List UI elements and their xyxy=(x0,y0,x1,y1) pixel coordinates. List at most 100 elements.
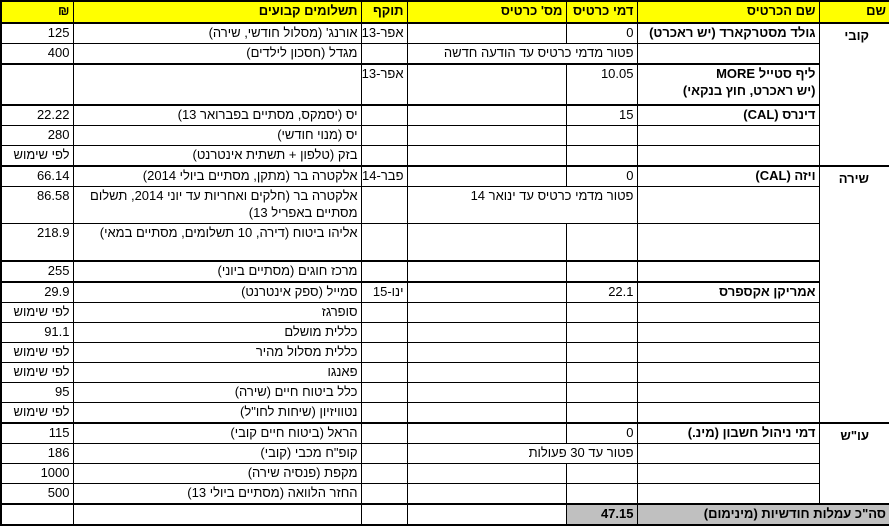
card-fee[interactable] xyxy=(565,302,638,323)
payment[interactable]: קופ"ח מכבי (קובי) xyxy=(72,443,362,464)
amount[interactable]: לפי שימוש xyxy=(0,402,74,424)
amount[interactable]: 95 xyxy=(0,382,74,403)
card-number[interactable] xyxy=(406,104,567,126)
card-fee[interactable] xyxy=(565,483,638,505)
card-number[interactable] xyxy=(406,342,567,363)
card-number[interactable] xyxy=(406,223,567,262)
amount[interactable]: לפי שימוש xyxy=(0,362,74,383)
expiry[interactable] xyxy=(360,402,408,424)
payment[interactable]: סמייל (ספק אינטרנט) xyxy=(72,281,362,303)
header-payments[interactable]: תשלומים קבועים xyxy=(72,0,362,24)
expiry[interactable] xyxy=(360,186,408,224)
card-fee[interactable] xyxy=(565,402,638,424)
amount[interactable]: 29.9 xyxy=(0,281,74,303)
card-note[interactable]: פטור עד 30 פעולות xyxy=(406,443,638,464)
payment[interactable]: מרכז חוגים (מסתיים ביוני) xyxy=(72,260,362,283)
amount[interactable]: 186 xyxy=(0,443,74,464)
header-amount[interactable]: ₪ xyxy=(0,0,74,24)
payment[interactable]: נטוויזיון (שיחות לחו"ל) xyxy=(72,402,362,424)
expiry[interactable]: אפר-13 xyxy=(360,22,408,44)
card-number[interactable] xyxy=(406,281,567,303)
expiry[interactable] xyxy=(360,322,408,343)
card-note[interactable]: פטור מדמי כרטיס עד הודעה חדשה xyxy=(406,43,638,65)
card-name[interactable] xyxy=(636,443,820,464)
expiry[interactable] xyxy=(360,125,408,146)
expiry[interactable] xyxy=(360,483,408,505)
payment[interactable]: מקפת (פנסיה שירה) xyxy=(72,463,362,484)
card-fee[interactable] xyxy=(565,382,638,403)
amount[interactable]: לפי שימוש xyxy=(0,342,74,363)
card-number[interactable] xyxy=(406,260,567,283)
card-number[interactable] xyxy=(406,362,567,383)
payment[interactable]: אורנג' (מסלול חודשי, שירה) xyxy=(72,22,362,44)
expiry[interactable]: פבר-14 xyxy=(360,165,408,187)
payment[interactable]: אלקטרה בר (חלקים ואחריות עד יוני 2014, ת… xyxy=(72,186,362,224)
card-number[interactable] xyxy=(406,145,567,167)
card-fee[interactable] xyxy=(565,463,638,484)
payment[interactable]: מגדל (חסכון לילדים) xyxy=(72,43,362,65)
amount[interactable]: 115 xyxy=(0,422,74,444)
card-name[interactable]: גולד מסטרקארד (יש ראכרט) xyxy=(636,22,820,44)
owner-name[interactable]: עו"ש xyxy=(818,422,889,505)
card-number[interactable] xyxy=(406,22,567,44)
expiry[interactable] xyxy=(360,104,408,126)
expiry[interactable] xyxy=(360,362,408,383)
expiry[interactable] xyxy=(360,43,408,65)
amount[interactable]: 500 xyxy=(0,483,74,505)
expiry[interactable] xyxy=(360,145,408,167)
amount[interactable]: לפי שימוש xyxy=(0,302,74,323)
card-name[interactable] xyxy=(636,125,820,146)
expiry[interactable] xyxy=(360,463,408,484)
total-label[interactable]: סה"כ עמלות חודשיות (מינימום) xyxy=(636,503,889,526)
card-name[interactable] xyxy=(636,402,820,424)
card-name[interactable] xyxy=(636,463,820,484)
header-expiry[interactable]: תוקף xyxy=(360,0,408,24)
owner-name[interactable]: שירה xyxy=(818,165,889,424)
card-name[interactable]: דמי ניהול חשבון (מינ.) xyxy=(636,422,820,444)
card-fee[interactable] xyxy=(565,260,638,283)
payment[interactable]: אליהו ביטוח (דירה, 10 תשלומים, מסתיים במ… xyxy=(72,223,362,262)
card-name[interactable] xyxy=(636,322,820,343)
amount[interactable]: 255 xyxy=(0,260,74,283)
payment[interactable]: החזר הלוואה (מסתיים ביולי 13) xyxy=(72,483,362,505)
amount[interactable] xyxy=(0,63,74,106)
amount[interactable]: 218.9 xyxy=(0,223,74,262)
card-name[interactable] xyxy=(636,382,820,403)
card-fee[interactable]: 22.1 xyxy=(565,281,638,303)
amount[interactable]: 91.1 xyxy=(0,322,74,343)
card-name[interactable] xyxy=(636,342,820,363)
header-name[interactable]: שם xyxy=(818,0,889,24)
card-fee[interactable]: 15 xyxy=(565,104,638,126)
card-fee[interactable]: 0 xyxy=(565,165,638,187)
total-value[interactable]: 47.15 xyxy=(565,503,638,526)
payment[interactable]: סופרגז xyxy=(72,302,362,323)
payment[interactable]: פאנגו xyxy=(72,362,362,383)
card-name[interactable] xyxy=(636,362,820,383)
owner-name[interactable]: קובי xyxy=(818,22,889,167)
card-name[interactable]: ויזה (CAL) xyxy=(636,165,820,187)
card-name[interactable] xyxy=(636,483,820,505)
card-note[interactable]: פטור מדמי כרטיס עד ינואר 14 xyxy=(406,186,638,224)
expiry[interactable] xyxy=(360,342,408,363)
card-name[interactable] xyxy=(636,186,820,224)
card-fee[interactable] xyxy=(565,362,638,383)
payment[interactable] xyxy=(72,63,362,106)
card-fee[interactable] xyxy=(565,342,638,363)
card-name[interactable] xyxy=(636,223,820,262)
payment[interactable]: כללית מסלול מהיר xyxy=(72,342,362,363)
card-fee[interactable] xyxy=(565,145,638,167)
expiry[interactable] xyxy=(360,443,408,464)
expiry[interactable] xyxy=(360,260,408,283)
amount[interactable]: לפי שימוש xyxy=(0,145,74,167)
payment[interactable]: כללית מושלם xyxy=(72,322,362,343)
payment[interactable]: יס (יסמקס, מסתיים בפברואר 13) xyxy=(72,104,362,126)
card-number[interactable] xyxy=(406,165,567,187)
amount[interactable]: 400 xyxy=(0,43,74,65)
payment[interactable]: הראל (ביטוח חיים קובי) xyxy=(72,422,362,444)
card-number[interactable] xyxy=(406,402,567,424)
header-card-fee[interactable]: דמי כרטיס xyxy=(565,0,638,24)
card-fee[interactable]: 0 xyxy=(565,22,638,44)
card-name[interactable] xyxy=(636,260,820,283)
card-name[interactable]: אמריקן אקספרס xyxy=(636,281,820,303)
card-name[interactable]: ליף סטייל MORE (יש ראכרט, חוץ בנקאי) xyxy=(636,63,820,106)
